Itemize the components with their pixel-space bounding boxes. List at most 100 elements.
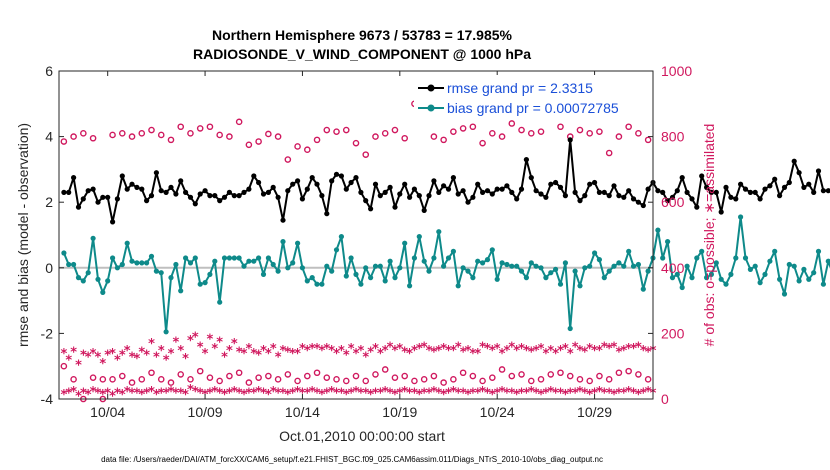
obs-possible-point	[537, 376, 545, 383]
obs-assimilated-point: *	[581, 345, 588, 360]
rmse-point	[718, 209, 724, 215]
obs-possible-point	[557, 123, 564, 131]
obs-possible-point	[206, 123, 214, 131]
obs-possible-point	[304, 146, 311, 154]
obs-assimilated-point: *	[616, 386, 623, 401]
bias-point	[265, 255, 271, 261]
bias-point	[314, 281, 320, 287]
obs-assimilated-point: *	[192, 331, 199, 346]
obs-possible-point	[489, 130, 496, 137]
obs-assimilated-point: *	[280, 344, 287, 359]
obs-possible-point	[635, 371, 642, 378]
rmse-point	[504, 183, 510, 189]
obs-possible-point	[284, 156, 292, 163]
bias-point	[811, 270, 817, 276]
rmse-point	[197, 191, 203, 197]
bias-point	[163, 329, 169, 335]
obs-possible-point	[469, 372, 477, 380]
obs-assimilated-point: *	[241, 347, 248, 362]
obs-assimilated-point: *	[430, 385, 437, 400]
rmse-point	[139, 186, 145, 192]
rmse-point	[616, 193, 622, 199]
bias-point	[217, 299, 223, 305]
obs-assimilated-point: *	[90, 347, 97, 362]
rmse-point	[275, 194, 281, 200]
bias-point	[679, 284, 685, 291]
bias-point	[465, 268, 471, 274]
obs-assimilated-point: *	[557, 344, 564, 359]
rmse-point	[387, 184, 393, 190]
obs-assimilated-point: *	[601, 341, 608, 356]
rmse-point	[635, 199, 642, 205]
bias-point	[640, 286, 646, 292]
obs-assimilated-point: *	[260, 344, 267, 359]
obs-assimilated-point: *	[314, 342, 321, 357]
rmse-point	[460, 188, 466, 194]
rmse-point	[163, 189, 169, 195]
rmse-point	[338, 173, 344, 179]
bias-point	[324, 263, 330, 269]
obs-assimilated-point: *	[236, 386, 243, 401]
rmse-point	[416, 193, 422, 199]
obs-assimilated-point: *	[328, 344, 335, 359]
rmse-point	[494, 186, 500, 192]
obs-possible-point	[128, 379, 136, 386]
bias-point	[436, 229, 442, 235]
obs-possible-point	[138, 130, 146, 137]
obs-assimilated-point: *	[275, 386, 282, 401]
obs-assimilated-point: *	[114, 354, 121, 369]
obs-assimilated-point: *	[289, 386, 296, 401]
obs-possible-point	[109, 131, 116, 139]
obs-possible-point	[381, 366, 389, 373]
y-axis-right-label: # of obs: o=possible; ∗=assimilated	[701, 124, 717, 347]
obs-possible-point	[304, 372, 311, 380]
rmse-point	[557, 184, 564, 190]
bias-point	[480, 260, 486, 266]
rmse-point	[509, 189, 515, 195]
obs-possible-point	[508, 120, 516, 127]
rmse-point	[85, 188, 91, 194]
rmse-point	[587, 181, 593, 187]
bias-point	[708, 271, 715, 277]
bias-point	[596, 257, 603, 263]
obs-possible-point	[167, 379, 175, 386]
bias-point	[601, 275, 607, 281]
rmse-point	[679, 175, 685, 181]
obs-assimilated-point: *	[275, 350, 282, 365]
bias-point	[820, 281, 827, 287]
obs-assimilated-point: *	[357, 386, 364, 401]
obs-assimilated-point: *	[304, 386, 311, 401]
obs-possible-point	[60, 362, 68, 370]
obs-possible-point	[323, 126, 331, 134]
bias-point	[815, 248, 822, 254]
bias-point	[484, 257, 491, 263]
obs-possible-point	[537, 128, 545, 135]
rmse-point	[241, 189, 247, 195]
bias-point	[153, 268, 159, 274]
obs-assimilated-point: *	[153, 350, 160, 365]
obs-assimilated-point: *	[635, 388, 642, 403]
bias-point	[80, 278, 86, 284]
bias-point	[183, 255, 189, 261]
obs-assimilated-point: *	[353, 347, 360, 362]
obs-assimilated-point: *	[513, 344, 520, 359]
rmse-point	[489, 191, 495, 197]
obs-assimilated-point: *	[596, 344, 603, 359]
rmse-point	[699, 173, 705, 179]
bias-point	[553, 266, 559, 272]
obs-assimilated-point: *	[616, 345, 623, 360]
obs-possible-point	[177, 123, 185, 131]
obs-assimilated-point: *	[518, 342, 525, 357]
rmse-point	[626, 188, 632, 194]
bias-point	[251, 258, 257, 264]
y-right-tick-label: 400	[661, 260, 685, 276]
bias-point	[426, 268, 432, 274]
obs-possible-point	[206, 374, 214, 381]
bias-point	[489, 247, 495, 253]
obs-possible-point	[527, 377, 535, 385]
rmse-point	[329, 178, 335, 184]
rmse-point	[207, 193, 213, 199]
obs-possible-point	[498, 366, 506, 373]
bias-point	[752, 263, 758, 269]
